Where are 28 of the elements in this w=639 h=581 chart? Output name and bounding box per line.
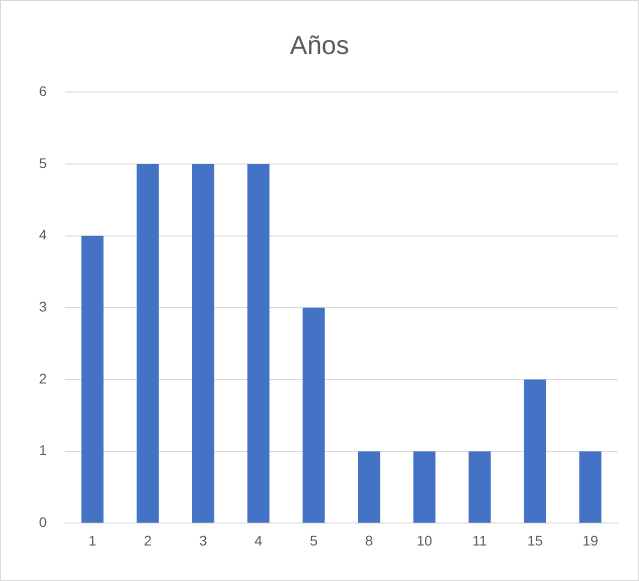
y-tick-label: 3 xyxy=(38,298,47,315)
y-tick-label: 6 xyxy=(38,83,47,100)
y-tick-label: 4 xyxy=(38,226,47,243)
bar xyxy=(247,164,270,523)
bar xyxy=(192,164,214,523)
bar xyxy=(468,451,491,523)
x-tick-label: 15 xyxy=(527,532,544,548)
bar xyxy=(579,451,602,523)
bar xyxy=(302,308,325,523)
bar xyxy=(136,164,159,523)
y-tick-label: 1 xyxy=(38,442,47,458)
x-tick-label: 5 xyxy=(310,532,318,548)
y-tick-label: 0 xyxy=(38,514,47,530)
x-tick-label: 8 xyxy=(365,532,374,548)
bar xyxy=(413,451,436,523)
x-tick-label: 3 xyxy=(199,532,208,548)
x-tick-label: 10 xyxy=(416,532,432,548)
bar xyxy=(358,451,380,523)
y-tick-label: 5 xyxy=(38,154,47,171)
y-tick-label: 2 xyxy=(38,370,47,386)
x-tick-label: 11 xyxy=(472,532,488,548)
bar xyxy=(524,380,546,523)
x-tick-label: 1 xyxy=(88,532,97,548)
x-tick-label: 2 xyxy=(144,532,152,548)
x-tick-label: 4 xyxy=(254,532,263,548)
chart-title: Años xyxy=(290,30,350,60)
x-tick-label: 19 xyxy=(582,532,598,548)
bar xyxy=(81,236,104,523)
